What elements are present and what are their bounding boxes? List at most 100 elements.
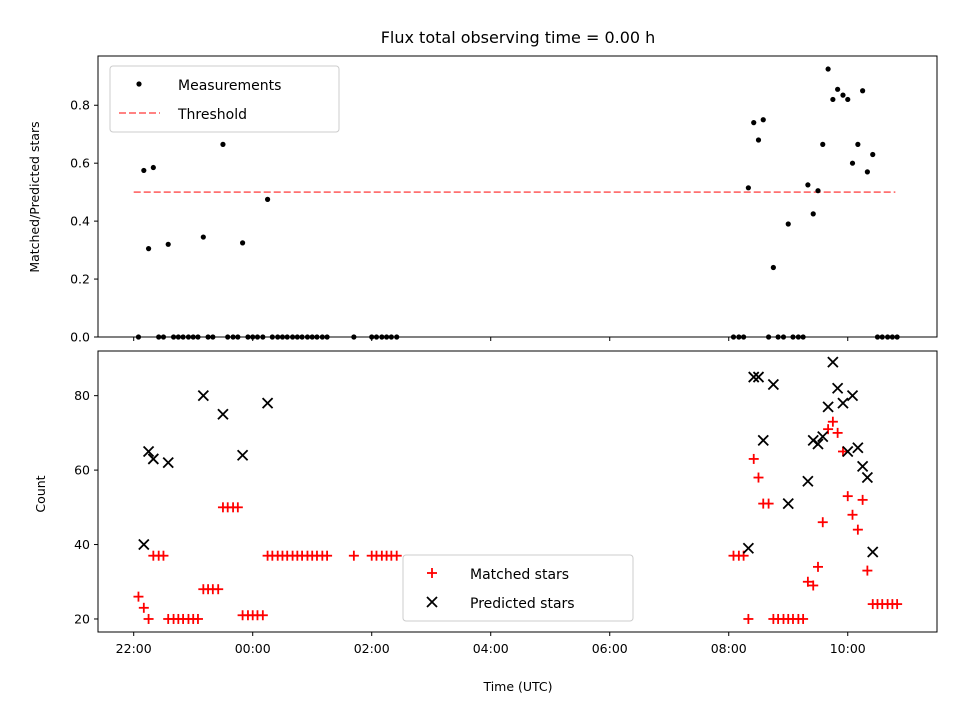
matched-star-point — [138, 602, 149, 613]
matched-star-point — [213, 584, 224, 595]
legend-predicted-label: Predicted stars — [470, 596, 575, 612]
predicted-star-point — [782, 497, 794, 510]
predicted-star-point — [147, 453, 159, 465]
top-y-axis: 0.0 0.2 0.4 0.6 0.8 — [70, 98, 849, 345]
x-tick-label: 22:00 — [116, 641, 152, 656]
matched-star-point — [158, 550, 169, 561]
top-y-tick-label: 0.8 — [70, 98, 90, 113]
chart-title: Flux total observing time = 0.00 h — [381, 28, 656, 47]
predicted-star-point — [742, 542, 755, 554]
predicted-star-point — [261, 397, 274, 409]
predicted-star-point — [856, 460, 869, 473]
matched-star-point — [133, 591, 144, 602]
predicted-star-point — [217, 408, 229, 420]
measurement-point — [264, 196, 271, 202]
legend-measurements-marker — [136, 81, 142, 87]
bottom-y-axis: 20 40 60 80 — [74, 388, 98, 626]
top-y-axis-label: Matched/Predicted stars — [27, 121, 42, 272]
measurement-point — [835, 86, 841, 92]
predicted-star-point — [822, 401, 834, 413]
top-legend-box — [109, 65, 340, 133]
matched-star-point — [857, 494, 868, 505]
measurement-point — [830, 96, 836, 103]
legend-measurements-label: Measurements — [178, 78, 281, 94]
measurement-point — [165, 241, 171, 247]
measurement-point — [760, 117, 766, 123]
bottom-axes-frame — [97, 350, 938, 633]
matched-star-point — [192, 613, 203, 624]
top-legend: Measurements Threshold — [109, 65, 340, 133]
matched-star-point — [852, 524, 863, 535]
measurement-point — [220, 141, 226, 147]
matched-star-point — [798, 613, 809, 624]
x-tick-label: 08:00 — [711, 641, 747, 656]
predicted-star-point — [802, 475, 814, 487]
matched-star-point — [348, 550, 359, 561]
bottom-y-tick-label: 60 — [74, 463, 90, 478]
matched-star-point — [753, 472, 764, 483]
predicted-star-point — [197, 390, 209, 402]
x-axis-label: Time (UTC) — [482, 679, 552, 694]
x-tick-label: 02:00 — [354, 641, 390, 656]
bottom-y-tick-label: 20 — [74, 611, 90, 626]
measurement-point — [855, 141, 861, 147]
measurement-point — [870, 151, 876, 158]
matched-star-point — [823, 424, 834, 435]
measurement-point — [815, 188, 821, 194]
matched-star-point — [322, 550, 333, 561]
x-tick-label: 00:00 — [235, 641, 271, 656]
matched-star-point — [257, 610, 268, 621]
bottom-legend: Matched stars Predicted stars — [402, 554, 634, 622]
bottom-legend-box — [402, 554, 634, 622]
top-axes-frame — [97, 55, 938, 338]
predicted-star-point — [831, 382, 844, 394]
measurement-point — [840, 92, 846, 98]
predicted-star-point — [757, 434, 769, 446]
measurement-point — [150, 164, 156, 171]
matched-star-point — [802, 576, 813, 587]
measurement-point — [200, 234, 206, 240]
matched-star-point — [812, 561, 823, 572]
predicted-star-point — [837, 397, 849, 409]
top-y-tick-label: 0.0 — [70, 330, 90, 345]
measurement-point — [145, 246, 152, 252]
matched-star-point — [842, 491, 853, 502]
predicted-star-point — [867, 546, 879, 558]
predicted-star-point — [812, 438, 824, 450]
measurement-point — [770, 264, 776, 271]
measurement-point — [845, 96, 851, 103]
measurement-point — [785, 221, 791, 227]
top-y-tick-label: 0.2 — [70, 272, 90, 287]
predicted-star-point — [162, 457, 174, 469]
measurement-point — [820, 141, 826, 147]
top-plot-area — [133, 66, 900, 340]
matched-star-point — [862, 565, 873, 576]
matched-star-point — [748, 453, 759, 464]
measurement-point — [805, 182, 811, 188]
matched-star-point — [827, 416, 838, 427]
matched-star-point — [763, 498, 774, 509]
top-y-tick-label: 0.4 — [70, 214, 90, 229]
matched-star-point — [232, 502, 243, 513]
bottom-y-tick-label: 40 — [74, 537, 90, 552]
predicted-star-point — [138, 538, 150, 551]
predicted-star-point — [827, 356, 839, 368]
predicted-star-point — [842, 445, 854, 458]
legend-threshold-label: Threshold — [177, 107, 247, 123]
matched-star-point — [743, 613, 754, 624]
measurement-point — [860, 88, 866, 94]
predicted-star-point — [752, 371, 765, 383]
measurement-point — [810, 211, 816, 217]
predicted-star-point — [852, 442, 864, 454]
predicted-star-point — [748, 371, 760, 383]
top-y-tick-label: 0.6 — [70, 156, 90, 171]
matched-star-point — [143, 613, 154, 624]
x-tick-label: 10:00 — [830, 641, 866, 656]
predicted-star-point — [846, 390, 859, 402]
bottom-y-axis-label: Count — [33, 475, 48, 512]
predicted-star-point — [817, 430, 829, 443]
x-tick-label: 04:00 — [473, 641, 509, 656]
matched-star-point — [832, 427, 843, 438]
measurement-point — [755, 137, 762, 143]
